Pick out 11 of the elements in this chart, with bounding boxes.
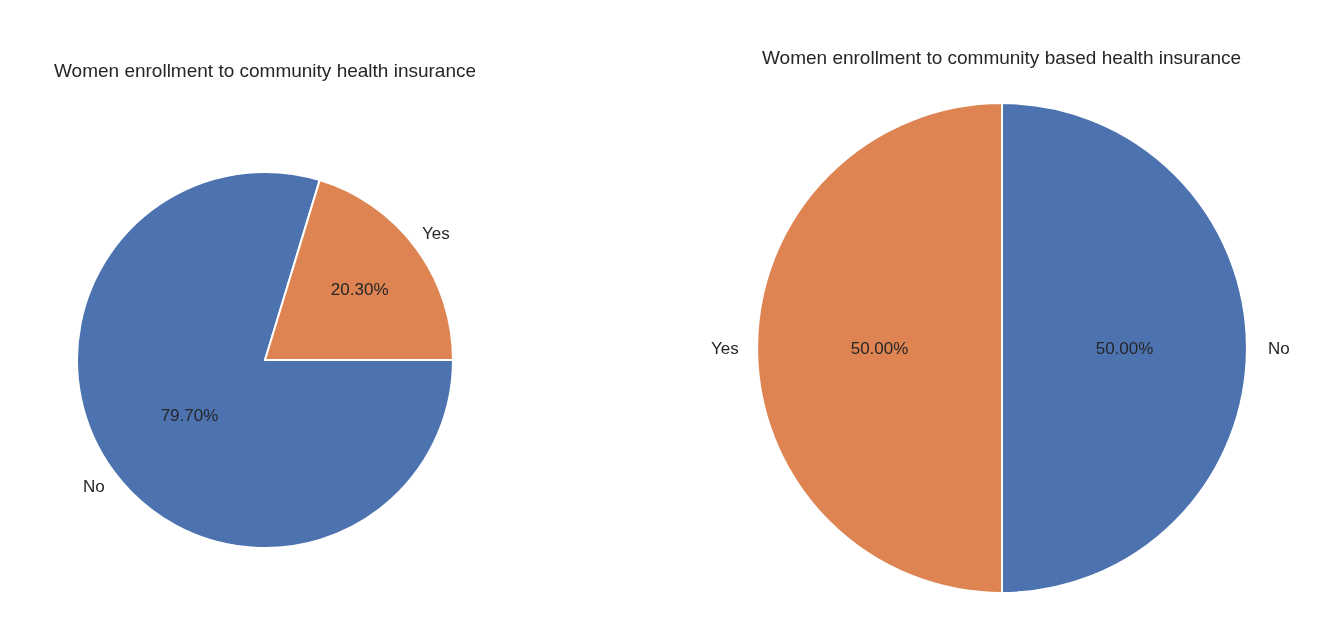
data-label: 50.00% [850,338,909,358]
data-label: 20.30% [330,280,389,300]
slice-label: Yes [711,339,739,358]
chart-title: Women enrollment to community health insurance [54,60,477,81]
pie-slice [76,171,454,549]
data-label: 50.00% [1095,338,1154,358]
data-label: 79.70% [160,406,219,426]
slice-label: No [83,477,105,496]
slice-label: No [1268,339,1290,358]
chart-title: Women enrollment to community based health insurance [762,47,1242,68]
slice-label: Yes [422,224,450,243]
